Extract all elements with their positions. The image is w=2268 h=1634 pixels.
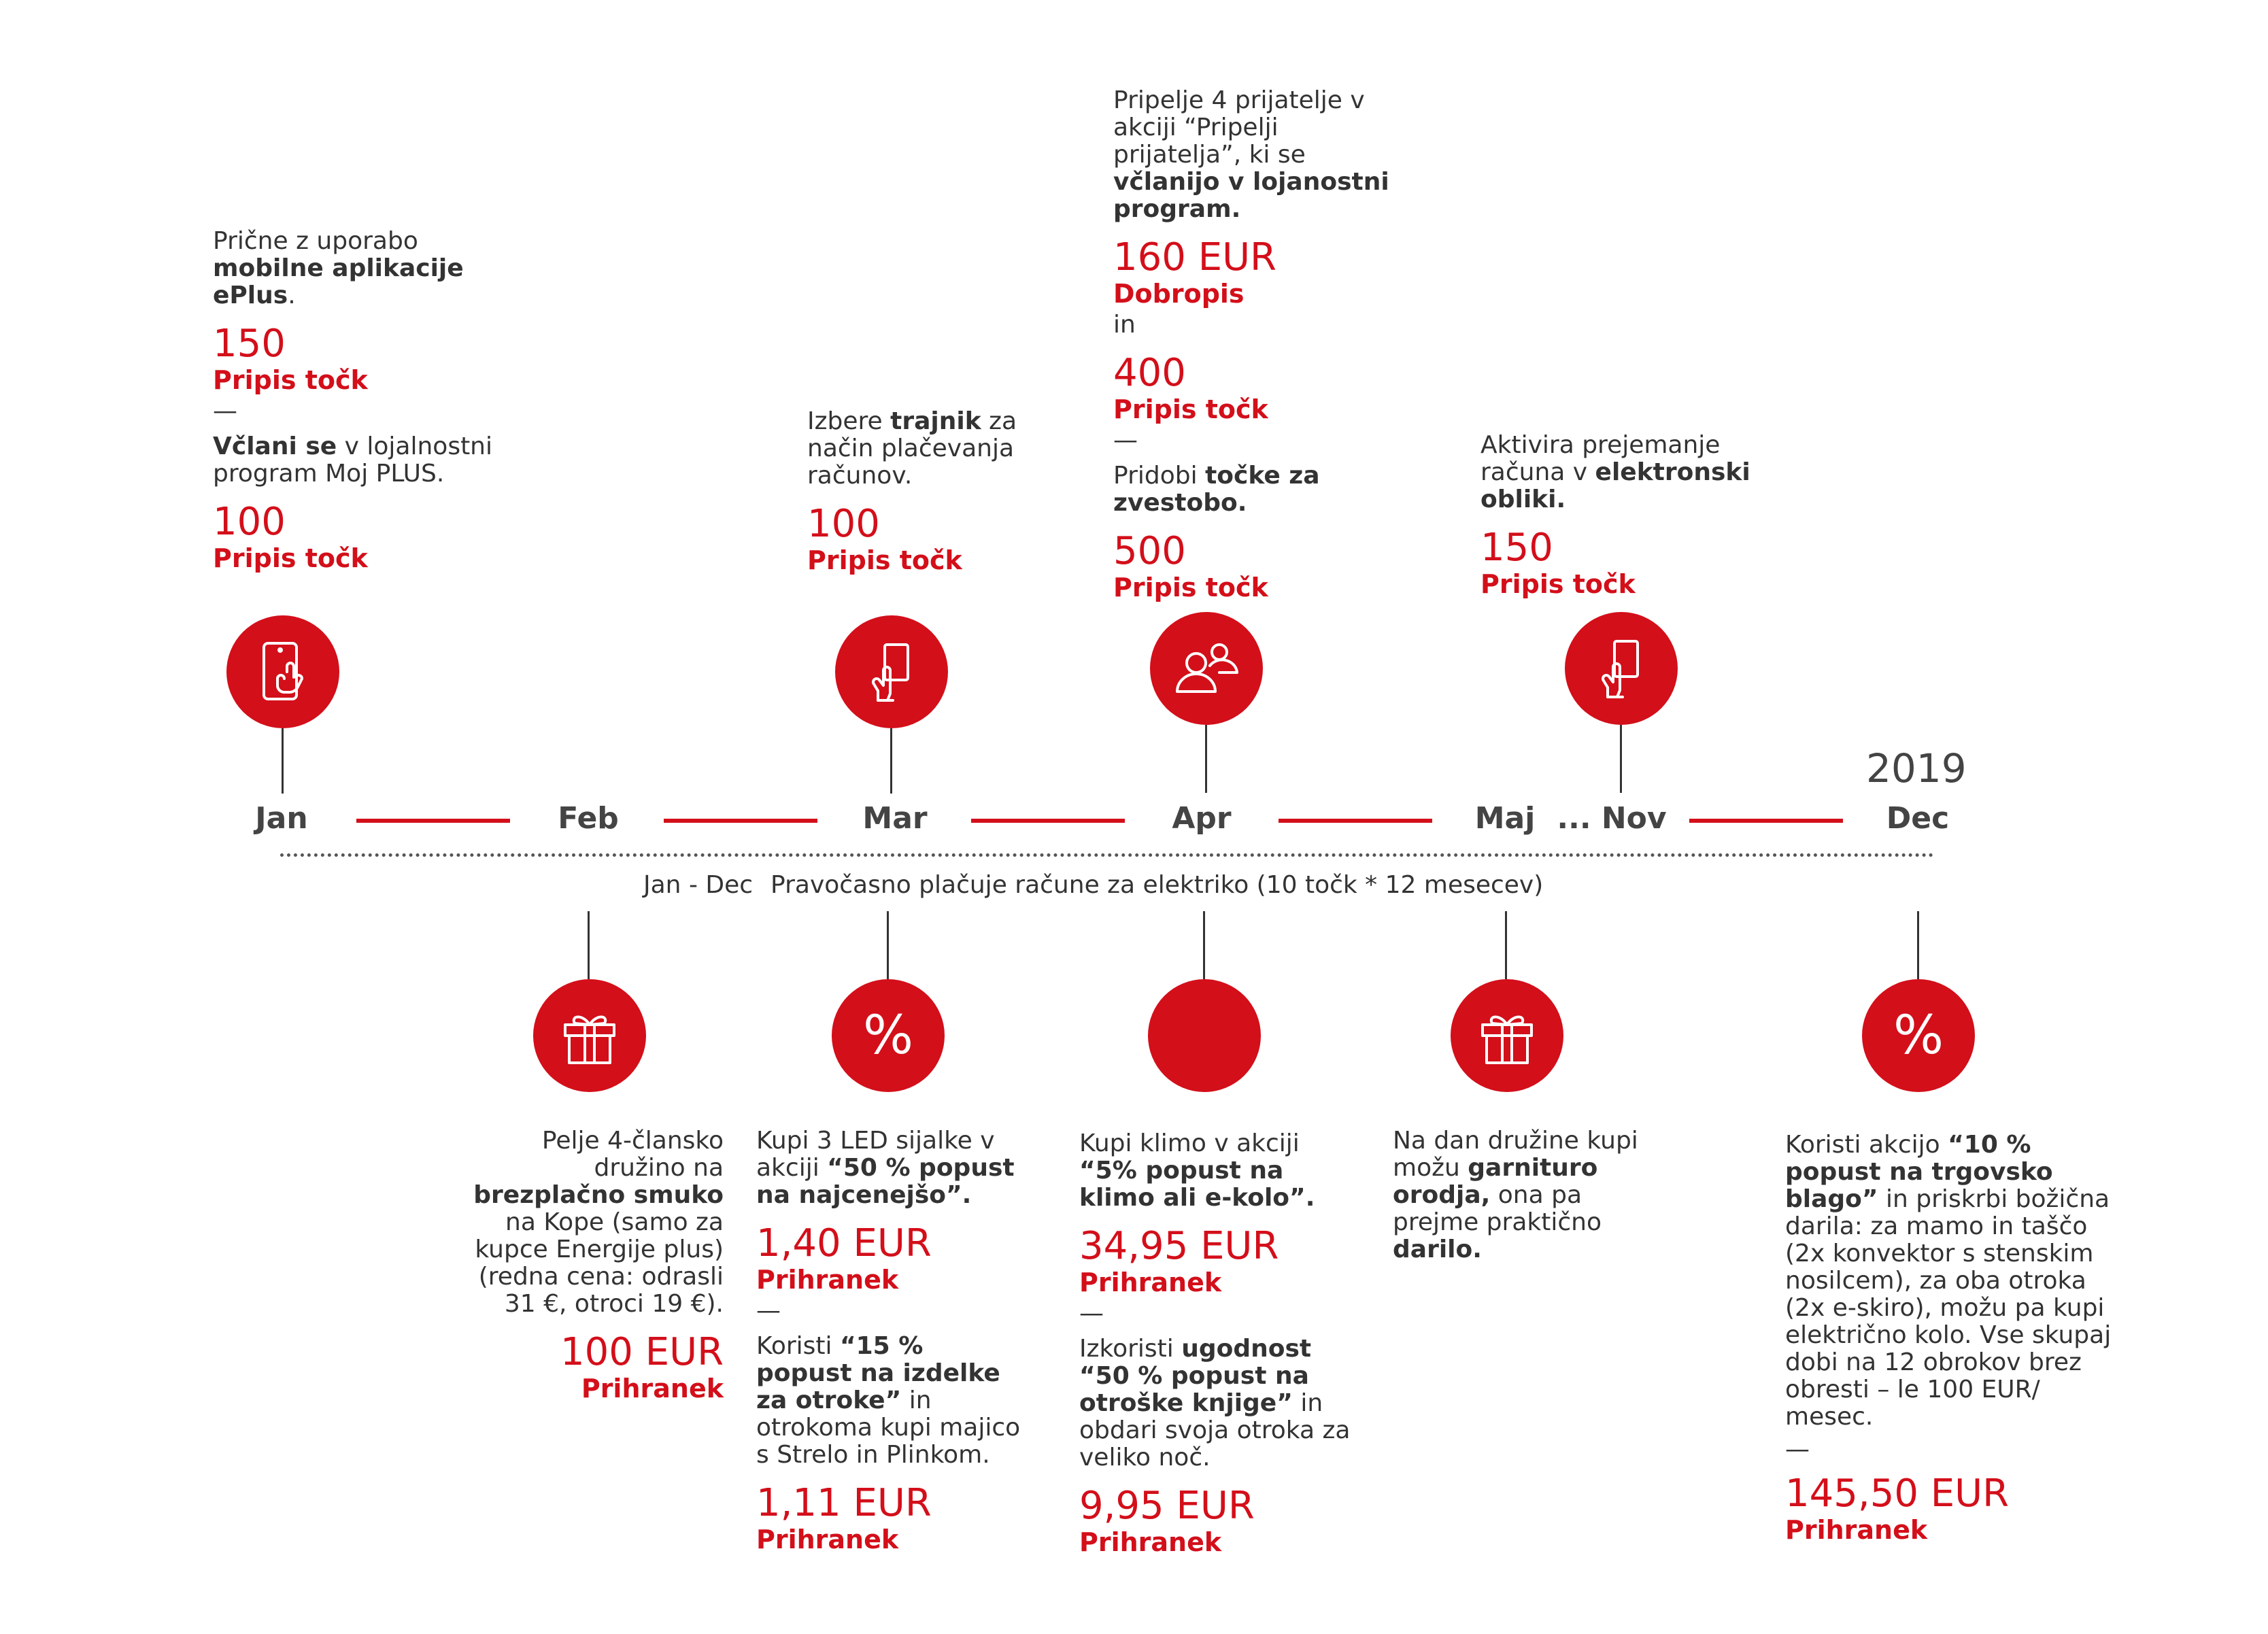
dec-value-1: 145,50 EUR	[1785, 1471, 2010, 1516]
apr-label-2: Pripis točk	[1113, 394, 1268, 424]
percent-sign: %	[1893, 1005, 1944, 1066]
apr-bottom-value-2: 9,95 EUR	[1079, 1484, 1255, 1528]
mar-bottom-value-2: 1,11 EUR	[756, 1481, 932, 1525]
dec-divider: —	[1785, 1435, 1810, 1463]
nov-value-1: 150	[1480, 526, 1553, 570]
apr-label-1: Dobropis	[1113, 279, 1245, 309]
nov-desc-1: Aktivira prejemanje računa v elektronski…	[1480, 431, 1750, 513]
jan-connector	[282, 728, 284, 794]
apr-bottom-connector	[1203, 911, 1205, 979]
feb-desc-1: Pelje 4-člansko družino na brezplačno sm…	[473, 1127, 724, 1318]
feb-value-1: 100 EUR	[560, 1330, 724, 1374]
apr-bottom-desc-1: Kupi klimo v akciji “5% popust na klimo …	[1079, 1129, 1315, 1212]
mar-bottom-desc-2: Koristi “15 % popust na izdelke za otrok…	[756, 1332, 1021, 1469]
mar-top-connector	[890, 728, 892, 794]
apr-desc-1: Pripelje 4 prijatelje v akciji “Pripelji…	[1113, 86, 1389, 223]
apr-value-2: 400	[1113, 351, 1186, 395]
timeline-segment	[664, 819, 817, 823]
mar-desc-1: Izbere trajnik za način plačevanja račun…	[807, 407, 1017, 490]
apr-top-block: Pripelje 4 prijatelje v akciji “Pripelji…	[1113, 86, 1399, 603]
maj-bottom-block: Na dan družine kupi možu garnituro orodj…	[1393, 1127, 1665, 1263]
jan-desc-2: Včlani se v lojalnostni program Moj PLUS…	[213, 432, 493, 488]
month-nov: ... Nov	[1557, 801, 1667, 836]
dec-desc-1: Koristi akcijo “10 % popust na trgovsko …	[1785, 1131, 2112, 1431]
mar-top-block: Izbere trajnik za način plačevanja račun…	[807, 407, 1032, 576]
yearly-period: Jan - Dec	[643, 871, 754, 899]
month-maj: Maj	[1474, 801, 1536, 836]
year-label: 2019	[1866, 745, 1967, 792]
month-mar: Mar	[862, 801, 928, 836]
card-hand-icon	[1565, 612, 1678, 725]
people-icon	[1150, 612, 1263, 725]
mar-bottom-label-2: Prihranek	[756, 1525, 899, 1554]
apr-conj: in	[1113, 311, 1136, 339]
phone-touch-icon	[226, 615, 339, 728]
apr-bottom-label-1: Prihranek	[1079, 1267, 1222, 1297]
mar-bottom-desc-1: Kupi 3 LED sijalke v akciji “50 % popust…	[756, 1127, 1015, 1209]
gift-icon	[533, 979, 646, 1092]
jan-value-1: 150	[213, 322, 286, 366]
month-feb: Feb	[558, 801, 619, 836]
mar-value-1: 100	[807, 502, 880, 546]
jan-label-2: Pripis točk	[213, 543, 368, 573]
apr-label-3: Pripis točk	[1113, 573, 1268, 602]
apr-bottom-desc-2: Izkoristi ugodnost “50 % popust na otroš…	[1079, 1335, 1351, 1471]
jan-top-block: Prične z uporabo mobilne aplikacije ePlu…	[213, 227, 498, 574]
timeline-segment	[1279, 819, 1432, 823]
dotted-divider	[280, 853, 1934, 857]
mar-bottom-connector	[887, 911, 889, 979]
gift-icon	[1451, 979, 1563, 1092]
timeline-segment	[971, 819, 1125, 823]
jan-divider: —	[213, 397, 237, 425]
timeline-segment	[1689, 819, 1843, 823]
mar-bottom-label-1: Prihranek	[756, 1265, 899, 1295]
apr-bottom-value-1: 34,95 EUR	[1079, 1224, 1279, 1268]
month-jan: Jan	[255, 801, 308, 836]
apr-bottom-block: Kupi klimo v akciji “5% popust na klimo …	[1079, 1129, 1351, 1558]
month-apr: Apr	[1172, 801, 1232, 836]
feb-bottom-block: Pelje 4-člansko družino na brezplačno sm…	[452, 1127, 724, 1404]
apr-desc-2: Pridobi točke za zvestobo.	[1113, 462, 1320, 517]
timeline-segment	[356, 819, 510, 823]
percent-icon: %	[832, 979, 945, 1092]
apr-divider: —	[1113, 426, 1138, 454]
dot-icon	[1148, 979, 1261, 1092]
dec-connector	[1917, 911, 1919, 979]
dec-bottom-block: Koristi akcijo “10 % popust na trgovsko …	[1785, 1131, 2112, 1546]
mar-bottom-divider: —	[756, 1297, 781, 1325]
mar-label-1: Pripis točk	[807, 545, 962, 575]
jan-value-2: 100	[213, 500, 286, 544]
jan-label-1: Pripis točk	[213, 365, 368, 395]
percent-icon: %	[1862, 979, 1975, 1092]
nov-label-1: Pripis točk	[1480, 569, 1636, 599]
apr-top-connector	[1205, 725, 1207, 793]
nov-connector	[1620, 725, 1622, 793]
feb-label-1: Prihranek	[581, 1374, 724, 1403]
apr-bottom-divider: —	[1079, 1299, 1104, 1327]
maj-connector	[1505, 911, 1507, 979]
dec-label-1: Prihranek	[1785, 1515, 1928, 1545]
mar-bottom-value-1: 1,40 EUR	[756, 1221, 932, 1265]
apr-value-3: 500	[1113, 529, 1186, 573]
nov-top-block: Aktivira prejemanje računa v elektronski…	[1480, 431, 1793, 600]
apr-value-1: 160 EUR	[1113, 235, 1276, 279]
percent-sign: %	[862, 1005, 914, 1066]
month-dec: Dec	[1886, 801, 1950, 836]
maj-desc-1: Na dan družine kupi možu garnituro orodj…	[1393, 1127, 1638, 1263]
feb-connector	[588, 911, 590, 979]
jan-desc-1: Prične z uporabo mobilne aplikacije ePlu…	[213, 227, 464, 309]
apr-bottom-label-2: Prihranek	[1079, 1527, 1222, 1557]
mar-bottom-block: Kupi 3 LED sijalke v akciji “50 % popust…	[756, 1127, 1021, 1555]
yearly-text: Pravočasno plačuje račune za elektriko (…	[771, 871, 1544, 899]
card-hand-icon	[835, 615, 948, 728]
